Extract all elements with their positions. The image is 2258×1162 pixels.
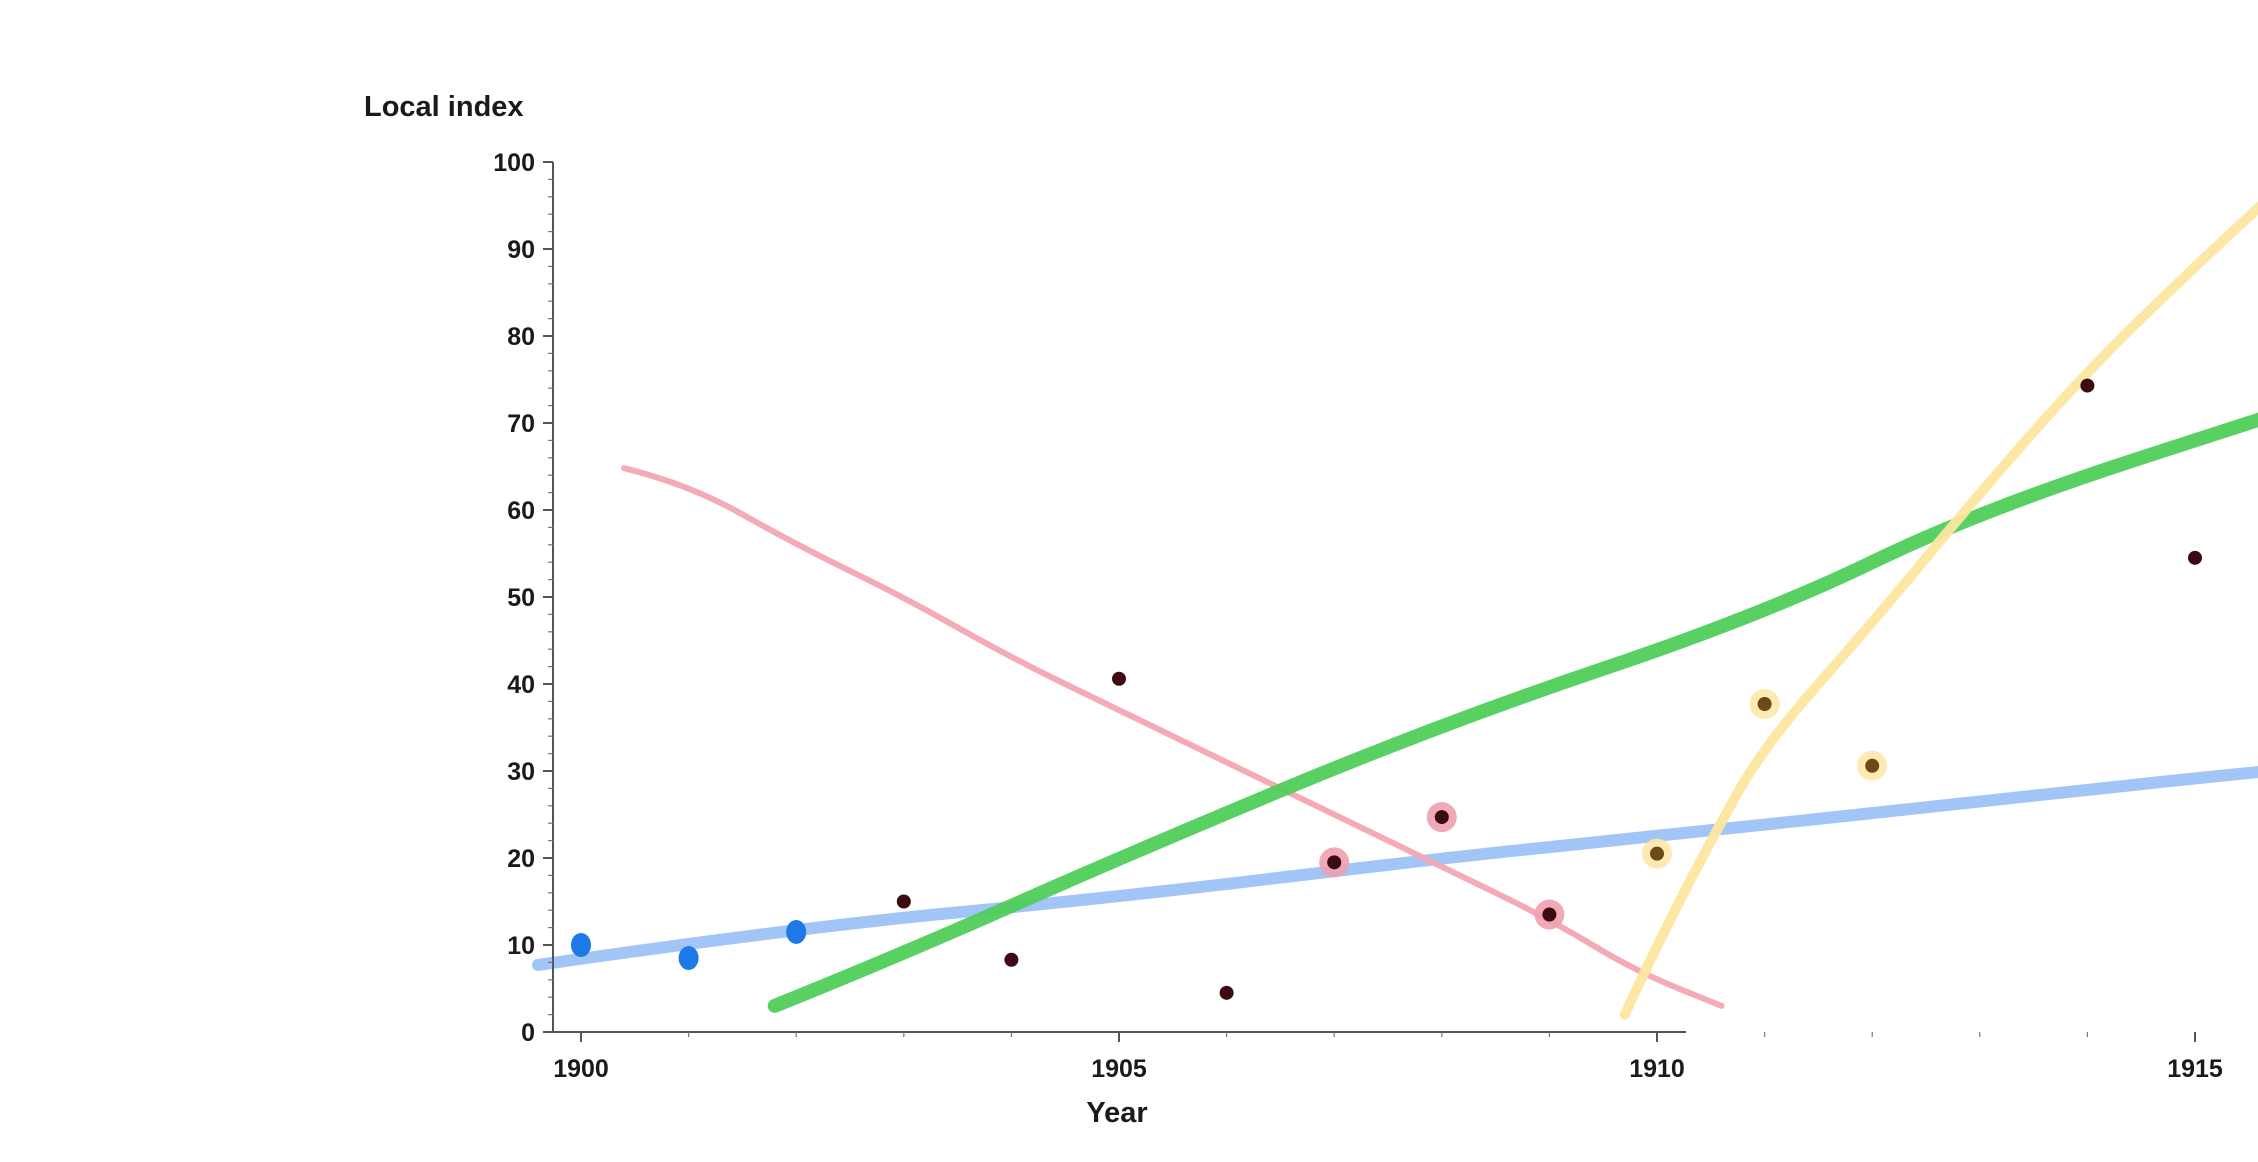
- data-point: [1434, 810, 1449, 825]
- y-tick-label: 40: [507, 671, 535, 699]
- y-tick-label: 20: [507, 845, 535, 873]
- data-point: [1650, 846, 1664, 861]
- y-tick-label: 100: [493, 149, 535, 177]
- y-tick-label: 80: [507, 323, 535, 351]
- data-point: [1112, 671, 1126, 686]
- y-tick-label: 60: [507, 497, 535, 525]
- y-tick-label: 90: [507, 236, 535, 264]
- data-point: [678, 946, 699, 971]
- data-point: [2080, 378, 2095, 393]
- y-tick-label: 10: [507, 932, 535, 960]
- x-tick-label: 1915: [2167, 1055, 2223, 1083]
- x-axis-title: Year: [1086, 1097, 1147, 1129]
- y-tick-label: 0: [521, 1019, 535, 1047]
- x-tick-label: 1905: [1091, 1055, 1147, 1083]
- data-point: [1219, 985, 1234, 1000]
- x-tick-label: 1900: [553, 1055, 609, 1083]
- y-tick-label: 50: [507, 584, 535, 612]
- data-point: [1757, 697, 1772, 712]
- data-point: [786, 919, 807, 944]
- y-tick-label: 70: [507, 410, 535, 438]
- freehand-stroke: [621, 465, 1725, 1009]
- freehand-strokes: [532, 201, 2258, 1020]
- data-point: [1865, 758, 1880, 773]
- y-tick-label: 30: [507, 758, 535, 786]
- x-tick-label: 1910: [1629, 1055, 1685, 1083]
- data-point: [571, 933, 591, 957]
- data-points: [571, 378, 2202, 1000]
- data-point: [1327, 855, 1342, 870]
- data-point: [896, 894, 911, 909]
- y-axis-title: Local index: [364, 91, 524, 123]
- data-point: [1004, 952, 1019, 967]
- freehand-stroke: [1619, 201, 2258, 1020]
- data-point: [2188, 550, 2202, 565]
- ticks: 0102030405060708090100190019051910191519…: [493, 149, 2223, 1083]
- data-point: [1542, 907, 1557, 922]
- freehand-stroke: [767, 412, 2258, 1013]
